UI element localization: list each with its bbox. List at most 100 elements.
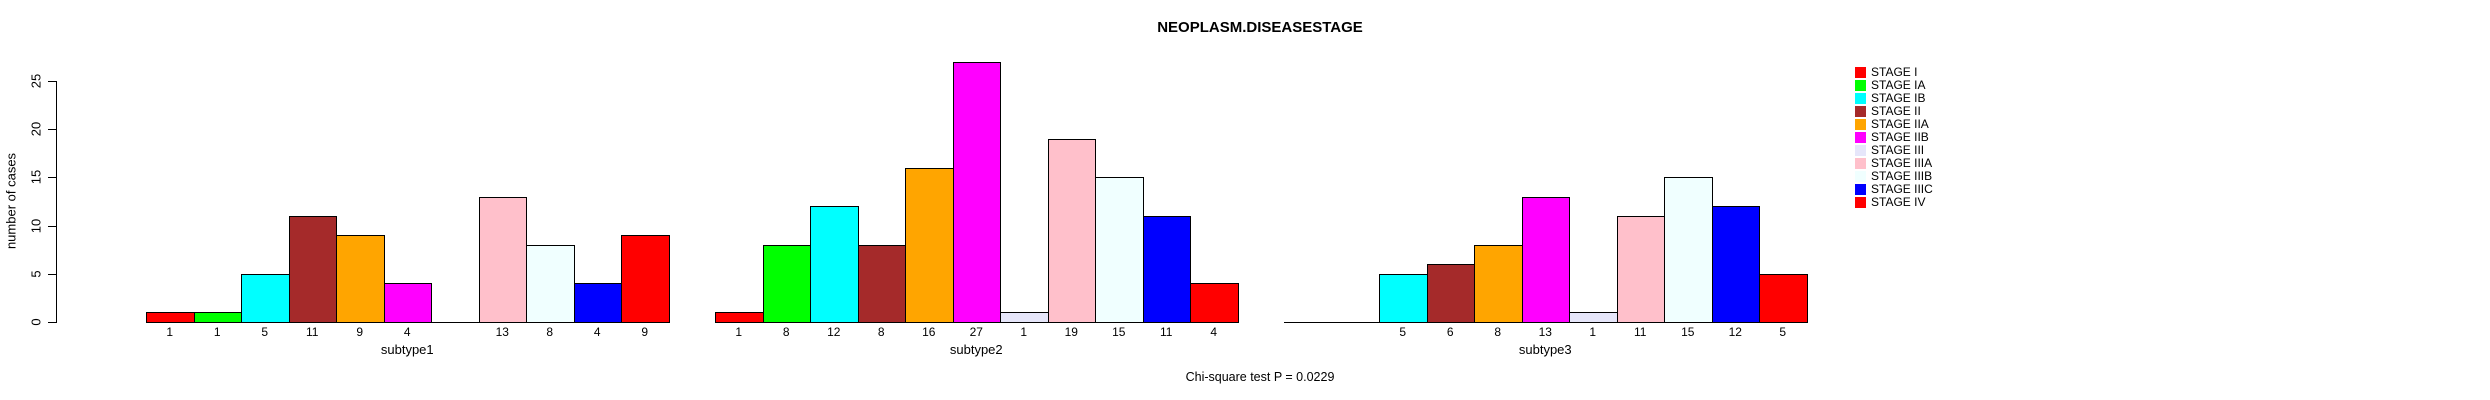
bar-stage-iii-subtype2 bbox=[1000, 312, 1049, 323]
bar-stage-iiic-subtype1 bbox=[573, 283, 622, 323]
bar-stage-iia-subtype1 bbox=[336, 235, 385, 323]
y-tick bbox=[48, 273, 56, 275]
group-label-subtype3: subtype3 bbox=[1518, 342, 1572, 357]
y-axis-title: number of cases bbox=[3, 152, 19, 250]
legend-label: STAGE III bbox=[1871, 143, 1925, 157]
legend-label: STAGE II bbox=[1871, 104, 1921, 118]
legend-label: STAGE IIIC bbox=[1871, 182, 1933, 196]
legend-row: STAGE IIIB bbox=[1855, 170, 1933, 183]
legend: STAGE I STAGE IA STAGE IB STAGE II STAGE IIA… bbox=[1855, 66, 1933, 209]
group-label-subtype2: subtype2 bbox=[949, 342, 1003, 357]
bar-count-label: 5 bbox=[1399, 325, 1407, 339]
bar-count-label: 12 bbox=[1728, 325, 1742, 339]
bar-stage-i-subtype1 bbox=[146, 312, 195, 323]
legend-swatch-icon bbox=[1855, 106, 1866, 117]
bar-stage-ib-subtype2 bbox=[810, 206, 859, 323]
bar-stage-iiib-subtype1 bbox=[526, 244, 575, 323]
group-label-subtype1: subtype1 bbox=[380, 342, 434, 357]
bar-stage-iiia-subtype3 bbox=[1616, 215, 1665, 323]
bar-stage-ii-subtype2 bbox=[857, 244, 906, 323]
bar-count-label: 11 bbox=[306, 325, 319, 339]
bar-stage-iii-subtype3 bbox=[1569, 312, 1618, 323]
bar-count-label: 1 bbox=[1589, 325, 1597, 339]
y-tick-label: 25 bbox=[28, 73, 44, 89]
legend-label: STAGE IIA bbox=[1871, 117, 1929, 131]
legend-row: STAGE IB bbox=[1855, 92, 1933, 105]
y-tick-label: 10 bbox=[28, 218, 44, 233]
bar-stage-iiib-subtype3 bbox=[1664, 177, 1713, 323]
legend-swatch-icon bbox=[1855, 197, 1866, 208]
legend-label: STAGE IB bbox=[1871, 91, 1926, 105]
bar-count-label: 27 bbox=[969, 325, 983, 339]
legend-row: STAGE IIIC bbox=[1855, 183, 1933, 196]
legend-swatch-icon bbox=[1855, 132, 1866, 143]
legend-row: STAGE IIB bbox=[1855, 131, 1933, 144]
bar-stage-iia-subtype3 bbox=[1474, 244, 1523, 323]
bar-stage-ia-subtype2 bbox=[762, 244, 811, 323]
legend-swatch-icon bbox=[1855, 158, 1866, 169]
bar-stage-ii-subtype1 bbox=[288, 215, 337, 323]
bar-stage-iib-subtype3 bbox=[1521, 196, 1570, 323]
bar-count-label: 4 bbox=[403, 325, 411, 339]
legend-label: STAGE IIB bbox=[1871, 130, 1929, 144]
bar-count-label: 4 bbox=[593, 325, 601, 339]
bar-count-label: 8 bbox=[1494, 325, 1502, 339]
bar-count-label: 1 bbox=[166, 325, 174, 339]
bar-count-label: 15 bbox=[1681, 325, 1695, 339]
bar-count-label: 1 bbox=[735, 325, 743, 339]
y-tick bbox=[48, 177, 56, 179]
bar-stage-iib-subtype2 bbox=[952, 61, 1001, 323]
caption: Chi-square test P = 0.0229 bbox=[1185, 370, 1335, 384]
legend-label: STAGE IV bbox=[1871, 195, 1926, 209]
bar-stage-iiia-subtype2 bbox=[1047, 138, 1096, 323]
bar-count-label: 13 bbox=[495, 325, 509, 339]
zero-bar-stage-ia-subtype3 bbox=[1331, 322, 1380, 323]
y-tick bbox=[48, 225, 56, 227]
y-tick bbox=[48, 322, 56, 323]
bar-stage-iiic-subtype3 bbox=[1711, 206, 1760, 323]
legend-swatch-icon bbox=[1855, 119, 1866, 130]
legend-row: STAGE III bbox=[1855, 144, 1933, 157]
legend-swatch-icon bbox=[1855, 67, 1866, 78]
bar-stage-ii-subtype3 bbox=[1426, 264, 1475, 323]
bar-count-label: 11 bbox=[1160, 325, 1173, 339]
legend-label: STAGE IIIB bbox=[1871, 169, 1933, 183]
y-tick-label: 15 bbox=[28, 170, 44, 185]
bar-count-label: 9 bbox=[356, 325, 364, 339]
legend-swatch-icon bbox=[1855, 171, 1866, 182]
bar-stage-i-subtype2 bbox=[715, 312, 764, 323]
chart-title: NEOPLASM.DISEASESTAGE bbox=[1157, 19, 1363, 36]
bar-stage-iiic-subtype2 bbox=[1142, 215, 1191, 323]
y-tick bbox=[48, 129, 56, 131]
bar-count-label: 12 bbox=[827, 325, 841, 339]
zero-bar-stage-i-subtype3 bbox=[1284, 322, 1333, 323]
y-axis-line bbox=[56, 81, 57, 323]
bar-stage-ia-subtype1 bbox=[193, 312, 242, 323]
bar-stage-iiib-subtype2 bbox=[1095, 177, 1144, 323]
bar-count-label: 8 bbox=[546, 325, 554, 339]
y-tick-label: 0 bbox=[28, 318, 44, 326]
bar-count-label: 19 bbox=[1064, 325, 1078, 339]
bar-stage-iib-subtype1 bbox=[383, 283, 432, 323]
bar-count-label: 5 bbox=[261, 325, 269, 339]
legend-swatch-icon bbox=[1855, 80, 1866, 91]
bar-count-label: 16 bbox=[922, 325, 936, 339]
bar-count-label: 5 bbox=[1779, 325, 1787, 339]
bar-count-label: 11 bbox=[1634, 325, 1647, 339]
y-tick-label: 5 bbox=[28, 270, 44, 278]
bar-stage-iv-subtype3 bbox=[1759, 273, 1808, 323]
bar-stage-ib-subtype3 bbox=[1379, 273, 1428, 323]
bar-count-label: 1 bbox=[213, 325, 221, 339]
legend-row: STAGE IA bbox=[1855, 79, 1933, 92]
bar-count-label: 13 bbox=[1538, 325, 1552, 339]
legend-label: STAGE IA bbox=[1871, 78, 1926, 92]
legend-row: STAGE II bbox=[1855, 105, 1933, 118]
bar-count-label: 1 bbox=[1020, 325, 1028, 339]
bar-stage-iiia-subtype1 bbox=[478, 196, 527, 323]
legend-row: STAGE IIA bbox=[1855, 118, 1933, 131]
bar-stage-ib-subtype1 bbox=[241, 273, 290, 323]
bar-count-label: 8 bbox=[877, 325, 885, 339]
legend-row: STAGE I bbox=[1855, 66, 1933, 79]
bar-count-label: 15 bbox=[1112, 325, 1126, 339]
